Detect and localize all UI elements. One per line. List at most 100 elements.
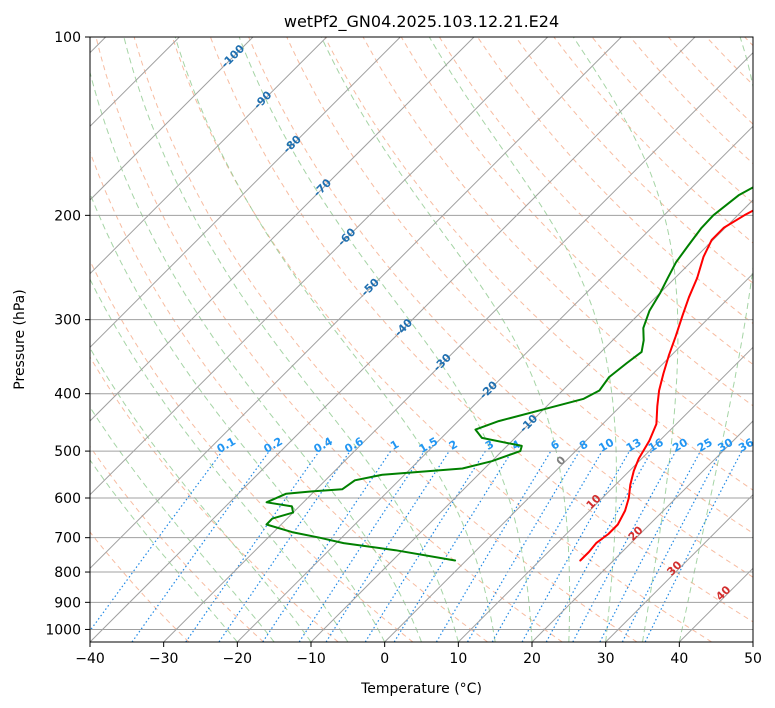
x-tick-label: 0	[380, 651, 389, 667]
y-tick-label: 500	[54, 444, 81, 460]
mixing-ratio-label: 10	[596, 436, 616, 455]
dry-adiabat	[90, 259, 414, 642]
isotherm-line	[531, 420, 753, 642]
mixing-ratio-line	[325, 450, 450, 642]
dry-adiabat	[90, 531, 190, 642]
isotherm-line	[310, 199, 753, 642]
isotherm-line	[90, 37, 475, 422]
plot-area: -100-90-80-70-60-50-40-30-20-100.1 0.2 0.4…	[90, 37, 756, 642]
mixing-ratio-label: 1.5	[417, 435, 440, 456]
dry-adiabat	[90, 445, 264, 642]
mixing-ratio-line	[435, 450, 552, 642]
mixing-ratio-line	[298, 450, 425, 642]
dry-adiabat	[90, 150, 488, 642]
dry-adiabat	[553, 37, 753, 244]
mixing-ratio-line	[218, 450, 351, 642]
isotherm-line	[90, 37, 549, 496]
isotherm-line	[384, 272, 753, 642]
y-tick-label: 200	[54, 208, 81, 224]
mixing-ratio-line	[262, 450, 392, 642]
mixing-ratio-line	[185, 450, 320, 642]
mixing-ratio-line	[393, 450, 513, 642]
moist-adiabat	[90, 406, 275, 642]
mixing-ratio-line	[545, 450, 653, 642]
isotherm-line	[163, 51, 753, 642]
isotherm-line	[90, 37, 254, 201]
dewpoint-profile-line	[265, 186, 753, 562]
isotherm-line	[678, 567, 753, 642]
dry-adiabat	[324, 37, 753, 491]
mixing-ratio-label: 36	[736, 436, 756, 455]
dry-adiabats	[90, 37, 753, 642]
mixing-ratio-line	[90, 450, 223, 632]
dry-adiabat	[362, 37, 753, 449]
profile-series	[265, 186, 753, 562]
y-tick-label: 300	[54, 313, 81, 329]
moist-adiabat	[90, 192, 386, 642]
isotherm-line	[90, 37, 622, 570]
moist-adiabat	[90, 347, 312, 642]
x-tick-label: 50	[744, 651, 762, 667]
isotherm-line	[236, 125, 753, 642]
isotherm-line	[752, 641, 753, 642]
isotherm-line	[457, 346, 753, 642]
dry-adiabat	[515, 37, 753, 284]
moist-adiabat	[90, 459, 238, 642]
isotherm-label: 30	[665, 558, 685, 578]
isotherm-label: 10	[584, 492, 604, 512]
isobar-gridlines	[90, 37, 753, 630]
moist-adiabat	[90, 278, 349, 642]
y-axis-title: Pressure (hPa)	[12, 289, 28, 389]
mixing-ratio-line	[599, 450, 702, 642]
plot-frame	[89, 36, 754, 643]
mixing-ratio-label: 8	[577, 438, 590, 453]
dry-adiabat	[210, 37, 753, 623]
mixing-ratio-label: 0.1	[215, 435, 238, 456]
moist-adiabat	[678, 37, 753, 642]
x-axis-ticks: −40 −30 −20 −10 0 10 20 30 40 50	[75, 642, 762, 667]
x-tick-label: 10	[449, 651, 467, 667]
mixing-ratio-label: 0.2	[261, 435, 284, 456]
isotherm-label: 40	[713, 583, 733, 603]
moist-adiabat	[428, 37, 617, 642]
mixing-ratio-line	[572, 450, 677, 642]
x-tick-label: −20	[223, 651, 253, 667]
y-tick-label: 600	[54, 491, 81, 507]
isotherm-line	[90, 37, 401, 349]
isotherm-line	[90, 37, 696, 642]
moist-adiabat	[238, 37, 533, 642]
dry-adiabat	[90, 356, 339, 642]
y-tick-label: 400	[54, 387, 81, 403]
moist-adiabat	[174, 37, 496, 642]
moist-adiabat	[572, 37, 679, 642]
mixing-ratio-label: 0.4	[312, 435, 336, 456]
y-tick-label: 900	[54, 595, 81, 611]
mixing-ratio-label: 0.6	[342, 435, 366, 456]
x-tick-label: −10	[296, 651, 326, 667]
moist-adiabat	[320, 37, 571, 642]
mixing-ratio-label: 30	[716, 436, 736, 455]
mixing-ratio-lines	[90, 450, 743, 642]
y-tick-label: 100	[54, 30, 81, 46]
mixing-ratio-label: 1	[388, 438, 401, 453]
mixing-ratio-label: 6	[548, 438, 561, 453]
dry-adiabat	[744, 37, 753, 47]
x-tick-label: −30	[149, 651, 179, 667]
y-tick-label: 1000	[45, 622, 81, 638]
isotherm-label: 20	[626, 523, 646, 543]
moist-adiabat	[90, 70, 422, 642]
temperature-profile-line	[579, 209, 753, 562]
x-tick-label: 20	[523, 651, 541, 667]
dry-adiabat	[706, 37, 753, 86]
skewt-line-labels: -100-90-80-70-60-50-40-30-20-100.1 0.2 0.4…	[215, 42, 756, 603]
mixing-ratio-label: 13	[624, 436, 644, 455]
dry-adiabat	[95, 37, 563, 642]
isotherm-line	[90, 37, 328, 275]
dry-adiabat	[400, 37, 753, 407]
x-axis-title: Temperature (°C)	[360, 681, 482, 697]
y-tick-label: 800	[54, 565, 81, 581]
isotherm-gridlines	[90, 37, 753, 642]
dry-adiabat	[133, 37, 638, 642]
dry-adiabat	[668, 37, 753, 125]
dry-adiabat	[591, 37, 753, 204]
